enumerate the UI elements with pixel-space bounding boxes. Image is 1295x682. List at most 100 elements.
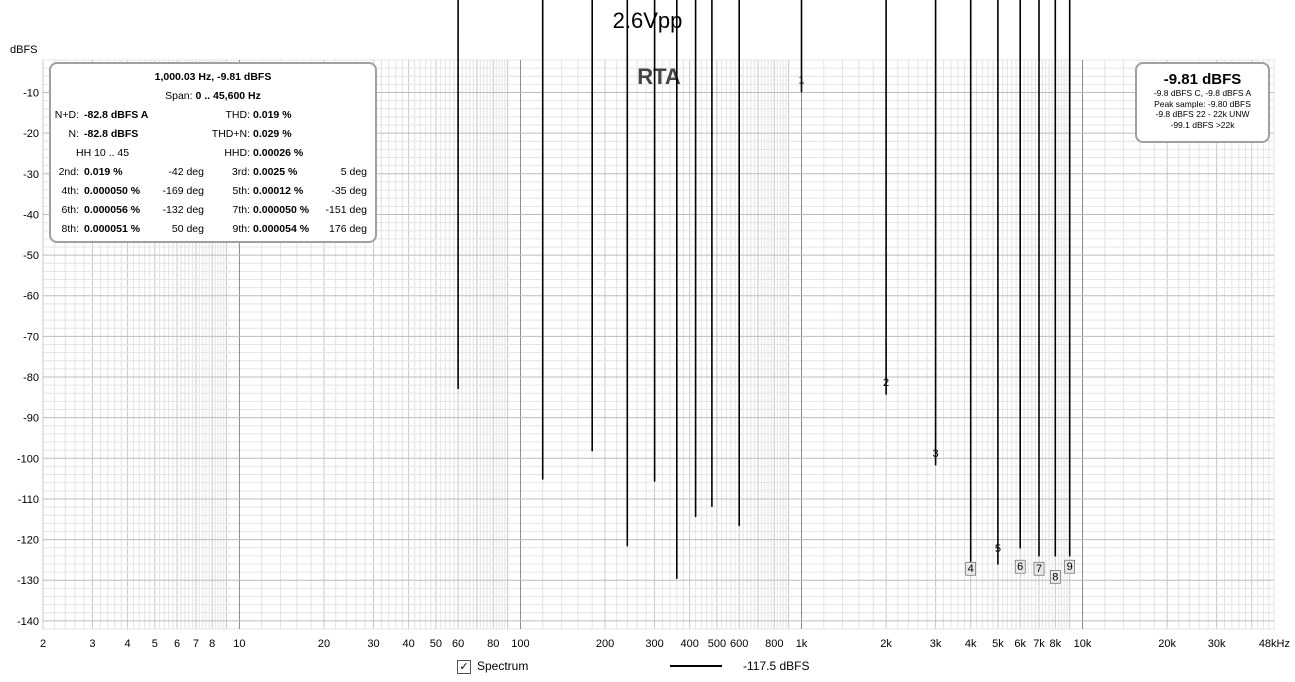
stats-l2: HHD: [224,147,250,159]
legend: ✓ Spectrum -117.5 dBFS [0,656,1295,678]
x-tick-label: 30 [367,638,379,650]
stats-v1: 0.000051 % [84,223,141,235]
stats-header: 1,000.03 Hz, -9.81 dBFS [154,71,272,83]
stats-row: 8th: 0.000051 % 50 deg 9th: 0.000054 % 176 de… [51,223,375,242]
rta-watermark: RTA [637,64,681,89]
stats-d2: -151 deg [325,204,367,216]
x-tick-label: 600 [730,638,748,650]
x-tick-label: 50 [430,638,442,650]
x-tick-label: 30k [1208,638,1226,650]
stats-v2: 0.000050 % [253,204,310,216]
stats-d2: -35 deg [331,185,367,197]
x-tick-label: 8 [209,638,215,650]
x-tick-label: 7 [193,638,199,650]
x-tick-label: 5k [992,638,1004,650]
level-readout: -117.5 dBFS [743,659,810,673]
span-row: Span: 0 .. 45,600 Hz [51,90,375,109]
stats-v1: 0.000056 % [84,204,141,216]
stats-v2: 0.019 % [253,109,292,121]
stats-d2: 176 deg [329,223,367,235]
spectrum-label: Spectrum [477,659,529,673]
harmonic-marker-label: 2 [883,377,889,389]
x-tick-label: 48kHz [1259,638,1290,650]
stats-l1: 4th: [61,185,79,197]
stats-l1: 2nd: [58,166,79,178]
stats-l2: THD+N: [211,128,250,140]
x-tick-label: 20k [1158,638,1176,650]
stats-l1: N: [68,128,80,140]
stats-l1: HH 10 .. 45 [76,147,130,159]
y-tick-label: -120 [17,535,39,547]
harmonic-marker-box [1050,570,1061,584]
y-tick-label: -60 [23,291,39,303]
harmonic-marker-label: 5 [995,543,1001,555]
x-tick-label: 3k [930,638,942,650]
y-tick-label: -30 [23,169,39,181]
stats-l1: N+D: [54,109,79,121]
x-tick-label: 200 [596,638,614,650]
stats-l1: 8th: [61,223,79,235]
harmonic-marker-box [1033,561,1045,576]
stats-d2: 5 deg [340,166,367,178]
harmonic-marker-label: 9 [1067,561,1073,573]
y-axis-label: dBFS [10,44,38,56]
y-tick-label: -130 [17,575,39,587]
span-value: 0 .. 45,600 Hz [195,90,261,102]
x-tick-label: 2 [40,638,46,650]
x-tick-label: 20 [318,638,330,650]
stats-row: 6th: 0.000056 % -132 deg 7th: 0.000050 % -151… [51,204,375,223]
harmonic-marker-box [1014,559,1026,574]
x-tick-label: 100 [511,638,529,650]
x-tick-label: 2k [880,638,892,650]
stats-v1: 0.000050 % [84,185,141,197]
chart-title: 2.6Vpp [612,8,683,33]
x-tick-label: 3 [89,638,95,650]
stats-panel[interactable]: 1,000.03 Hz, -9.81 dBFS Span: 0 .. 45,60… [49,62,377,243]
stats-v1: 0.019 % [84,166,123,178]
y-tick-label: -110 [18,494,39,506]
stats-row: 4th: 0.000050 % -169 deg 5th: 0.00012 % -35 d… [51,185,375,204]
stats-v2: 0.00026 % [253,147,304,159]
stats-d1: -169 deg [162,185,204,197]
stats-v2: 0.00012 % [253,185,304,197]
x-tick-label: 10k [1074,638,1092,650]
summary-line: -9.8 dBFS C, -9.8 dBFS A [1153,88,1252,98]
x-tick-label: 8k [1049,638,1061,650]
y-tick-label: -70 [23,331,39,343]
stats-l2: 7th: [232,204,250,216]
stats-v1: -82.8 dBFS [84,128,139,140]
harmonic-marker-label: 8 [1052,571,1058,583]
harmonic-marker-label: 4 [968,563,974,575]
harmonic-marker-box [1064,559,1075,574]
stats-v2: 0.029 % [253,128,292,140]
stats-row: N: -82.8 dBFS THD+N: 0.029 % [51,128,375,147]
x-tick-label: 40 [403,638,415,650]
stats-d1: -42 deg [168,166,204,178]
y-tick-label: -20 [23,128,39,140]
harmonic-marker-label: 6 [1017,561,1023,573]
stats-v2: 0.000054 % [253,223,310,235]
stats-d1: -132 deg [162,204,204,216]
y-tick-label: -140 [17,616,39,628]
y-tick-label: -40 [23,209,39,221]
summary-level: -9.81 dBFS [1163,71,1242,88]
y-tick-label: -10 [23,88,39,100]
y-tick-label: -90 [23,413,39,425]
y-tick-label: -80 [23,372,39,384]
spectrum-checkbox[interactable]: ✓ [457,660,471,674]
stats-d1: 50 deg [171,223,204,235]
y-tick-label: -100 [17,453,39,465]
harmonic-marker-label: 1 [798,75,804,87]
summary-panel[interactable]: -9.81 dBFS -9.8 dBFS C, -9.8 dBFS A Peak… [1135,62,1270,143]
stats-l1: 6th: [61,204,79,216]
stats-l2: 9th: [232,223,250,235]
stats-v2: 0.0025 % [253,166,298,178]
x-tick-label: 6 [174,638,180,650]
x-tick-label: 80 [487,638,499,650]
y-tick-label: -50 [23,250,39,262]
x-tick-label: 5 [152,638,158,650]
stats-row: N+D: -82.8 dBFS A THD: 0.019 % [51,109,375,128]
stats-l2: 3rd: [231,166,250,178]
x-tick-label: 4 [125,638,131,650]
x-tick-label: 400 [680,638,698,650]
